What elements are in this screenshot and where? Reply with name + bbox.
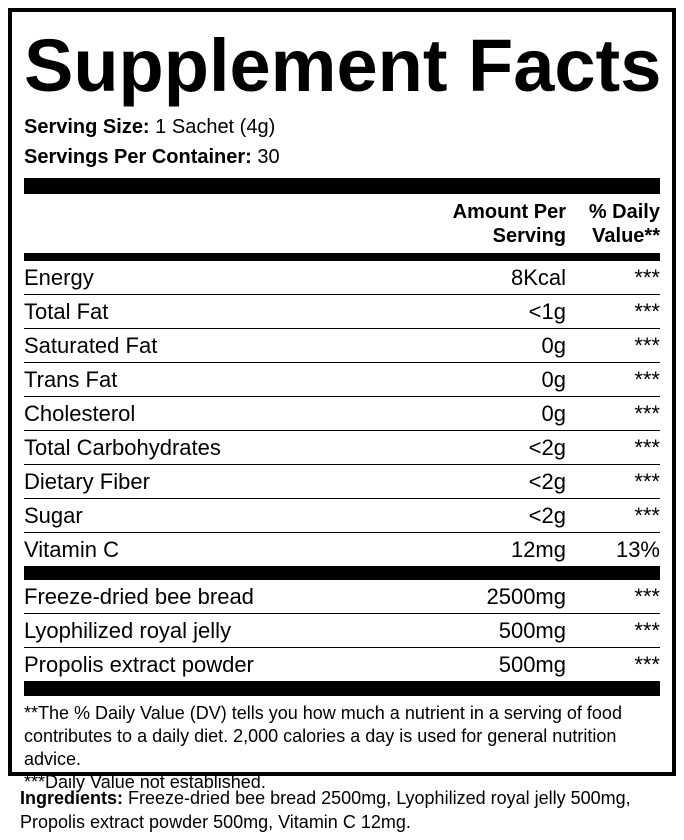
nutrient-row: Energy 8Kcal *** bbox=[24, 261, 660, 295]
nutrient-amount: 8Kcal bbox=[510, 264, 566, 290]
thick-divider bbox=[24, 566, 660, 580]
supplement-facts-panel: Supplement Facts Serving Size: 1 Sachet … bbox=[8, 8, 676, 792]
nutrient-row: Propolis extract powder 500mg *** bbox=[24, 648, 660, 681]
nutrient-dv: *** bbox=[634, 434, 660, 460]
amount-header: Amount Per Serving bbox=[452, 201, 566, 247]
nutrient-dv: *** bbox=[634, 583, 660, 609]
nutrient-dv: 13% bbox=[615, 536, 660, 562]
dv-footnote: **The % Daily Value (DV) tells you how m… bbox=[24, 703, 622, 769]
nutrient-name: Freeze-dried bee bread bbox=[24, 583, 254, 609]
nutrient-dv: *** bbox=[634, 298, 660, 324]
nutrient-dv: *** bbox=[634, 651, 660, 677]
nutrient-name: Energy bbox=[24, 264, 94, 290]
nutrient-dv: *** bbox=[634, 502, 660, 528]
servings-per-container: Servings Per Container: 30 bbox=[24, 146, 280, 168]
nutrient-row: Freeze-dried bee bread 2500mg *** bbox=[24, 580, 660, 614]
nutrient-dv: *** bbox=[634, 617, 660, 643]
nutrient-row: Saturated Fat 0g *** bbox=[24, 329, 660, 363]
nutrient-amount: 12mg bbox=[510, 536, 566, 562]
nutrient-name: Total Carbohydrates bbox=[24, 434, 221, 460]
nutrient-amount: 0g bbox=[541, 400, 566, 426]
nutrient-amount: <2g bbox=[528, 468, 566, 494]
thick-divider bbox=[24, 178, 660, 194]
nutrient-row: Total Fat <1g *** bbox=[24, 295, 660, 329]
nutrient-row: Vitamin C 12mg 13% bbox=[24, 533, 660, 566]
nutrient-name: Total Fat bbox=[24, 298, 109, 324]
nutrient-amount: 0g bbox=[541, 332, 566, 358]
nutrient-name: Propolis extract powder bbox=[24, 651, 254, 677]
thick-divider bbox=[24, 681, 660, 696]
nutrient-dv: *** bbox=[634, 468, 660, 494]
column-header: Amount Per Serving % Daily Value** bbox=[24, 194, 660, 253]
nutrient-row: Total Carbohydrates <2g *** bbox=[24, 431, 660, 465]
nutrient-dv: *** bbox=[634, 264, 660, 290]
nutrient-dv: *** bbox=[634, 400, 660, 426]
footnotes: **The % Daily Value (DV) tells you how m… bbox=[24, 696, 660, 794]
nutrient-amount: 500mg bbox=[498, 617, 566, 643]
nutrient-amount: 0g bbox=[541, 366, 566, 392]
nutrient-amount: <2g bbox=[528, 502, 566, 528]
nutrient-name: Cholesterol bbox=[24, 400, 136, 426]
nutrient-row: Lyophilized royal jelly 500mg *** bbox=[24, 614, 660, 648]
nutrient-name: Sugar bbox=[24, 502, 83, 528]
nutrient-row: Trans Fat 0g *** bbox=[24, 363, 660, 397]
serving-size: Serving Size: 1 Sachet (4g) bbox=[24, 116, 276, 138]
nutrient-name: Trans Fat bbox=[24, 366, 118, 392]
nutrient-dv: *** bbox=[634, 366, 660, 392]
divider bbox=[24, 253, 660, 261]
ingredients-list: Ingredients: Freeze-dried bee bread 2500… bbox=[20, 788, 631, 832]
nutrient-row: Sugar <2g *** bbox=[24, 499, 660, 533]
nutrient-name: Dietary Fiber bbox=[24, 468, 150, 494]
dv-header: % Daily Value** bbox=[588, 201, 660, 247]
nutrient-name: Lyophilized royal jelly bbox=[24, 617, 232, 643]
nutrient-name: Saturated Fat bbox=[24, 332, 158, 358]
nutrient-name: Vitamin C bbox=[24, 536, 119, 562]
nutrient-row: Cholesterol 0g *** bbox=[24, 397, 660, 431]
nutrient-amount: <2g bbox=[528, 434, 566, 460]
nutrient-row: Dietary Fiber <2g *** bbox=[24, 465, 660, 499]
nutrient-amount: 2500mg bbox=[486, 583, 566, 609]
not-established-footnote: ***Daily Value not established. bbox=[24, 772, 266, 792]
nutrient-dv: *** bbox=[634, 332, 660, 358]
panel-title: Supplement Facts bbox=[24, 24, 662, 107]
nutrient-amount: <1g bbox=[528, 298, 566, 324]
nutrient-amount: 500mg bbox=[498, 651, 566, 677]
